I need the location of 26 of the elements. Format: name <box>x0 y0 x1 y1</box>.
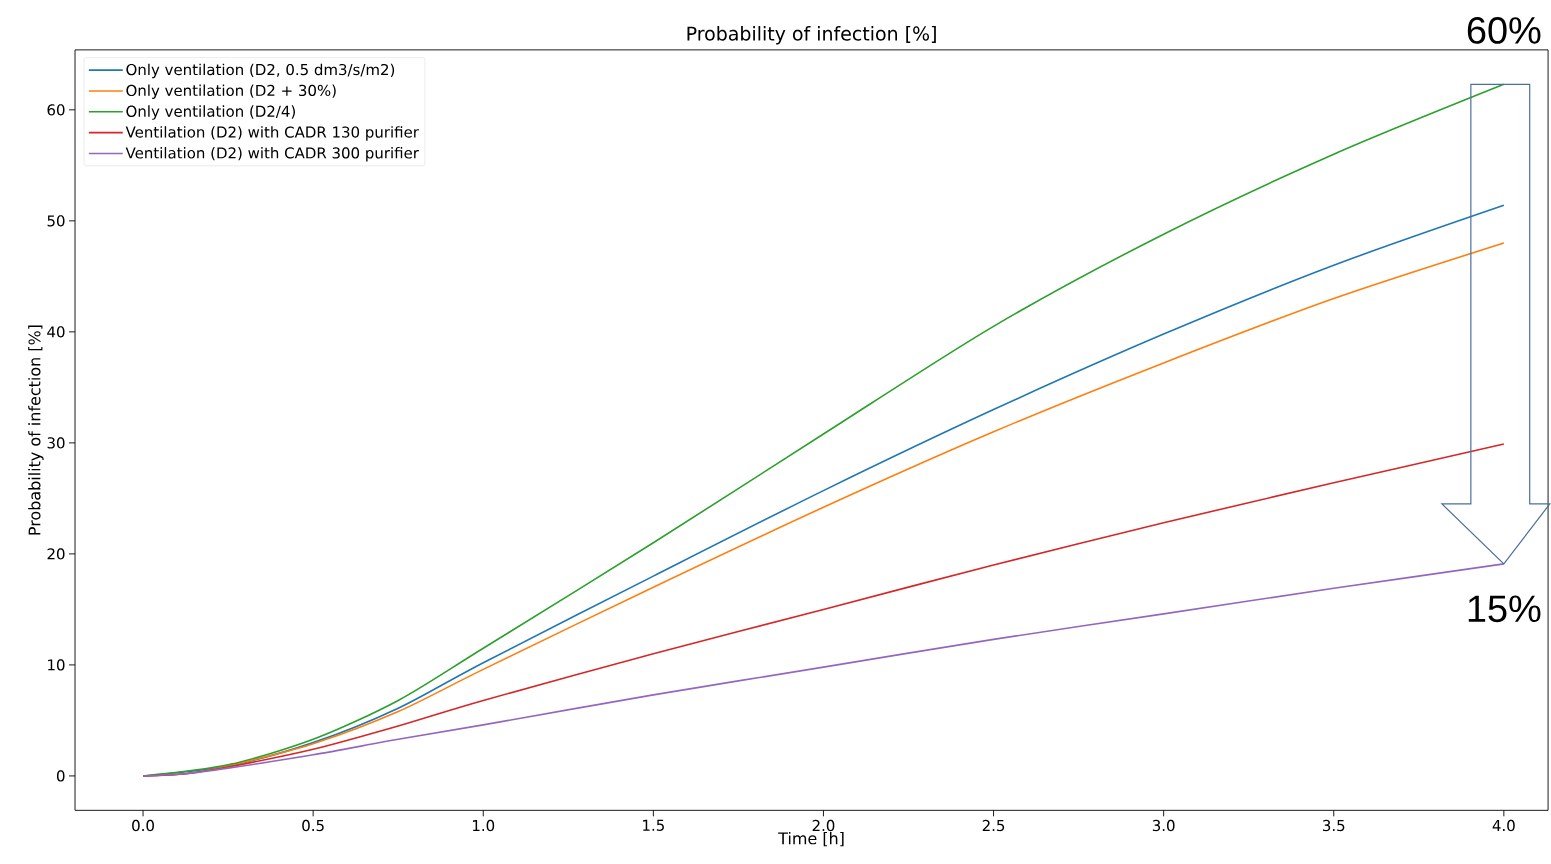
y-axis-title: Probability of infection [%] <box>28 325 44 535</box>
x-tick-label: 0.0 <box>132 819 154 832</box>
x-axis-title: Time [h] <box>778 831 844 847</box>
x-tick-label: 3.0 <box>1152 819 1175 832</box>
legend-label: Only ventilation (D2, 0.5 dm3/s/m2) <box>126 63 395 79</box>
legend-label: Ventilation (D2) with CADR 300 purifier <box>125 146 419 162</box>
y-tick-label: 50 <box>47 215 65 227</box>
x-tick-label: 3.5 <box>1322 819 1345 832</box>
annotation: 15% <box>1468 595 1541 623</box>
legend-label: Only ventilation (D2/4) <box>126 105 295 120</box>
x-tick-label: 2.0 <box>812 819 835 832</box>
legend-label: Only ventilation (D2 + 30%) <box>126 84 336 99</box>
legend-label: Ventilation (D2) with CADR 130 purifier <box>125 126 419 141</box>
x-tick-label: 1.0 <box>472 819 495 832</box>
y-tick-label: 60 <box>47 104 65 116</box>
y-tick-label: 40 <box>47 326 65 338</box>
y-tick-label: 20 <box>47 548 65 560</box>
x-tick-label: 2.5 <box>982 819 1005 832</box>
x-tick-label: 1.5 <box>643 819 664 831</box>
annotation: 60% <box>1467 16 1541 44</box>
chart-title: Probability of infection [%] <box>687 25 936 45</box>
y-tick-label: 10 <box>48 659 65 671</box>
x-tick-label: 0.5 <box>302 819 324 832</box>
y-tick-label: 0 <box>56 770 65 782</box>
x-tick-label: 4.0 <box>1492 819 1515 832</box>
y-tick-label: 30 <box>47 437 65 449</box>
